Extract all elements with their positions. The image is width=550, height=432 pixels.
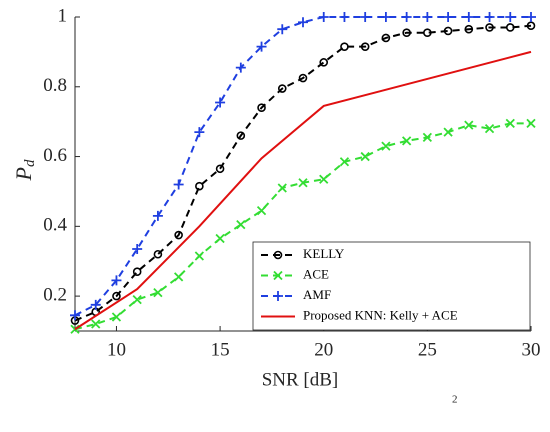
data-point: [360, 151, 370, 162]
y-axis-label-sub: d: [22, 159, 38, 167]
data-point: [298, 17, 308, 28]
data-point: [298, 178, 308, 188]
data-point: [132, 294, 142, 305]
data-point: [111, 312, 122, 322]
data-point: [443, 12, 454, 22]
data-point: [153, 287, 163, 298]
data-point: [526, 12, 536, 22]
data-point: [505, 12, 516, 22]
data-point: [484, 12, 495, 22]
y-tick-label: 0.4: [43, 215, 67, 236]
data-point: [401, 136, 412, 146]
legend-label: AMF: [303, 287, 331, 302]
data-point: [443, 127, 453, 137]
x-tick-label: 20: [314, 339, 333, 360]
data-point: [463, 12, 474, 22]
data-point: [173, 272, 184, 282]
y-axis-label: Pd: [11, 159, 38, 181]
legend: KELLY ACE AMF Proposed KNN: Kelly + ACE: [252, 241, 531, 331]
data-point: [464, 24, 474, 34]
x-axis-label: SNR [dB]: [262, 369, 339, 390]
data-point: [360, 12, 371, 22]
data-point: [236, 131, 246, 140]
data-point: [173, 179, 184, 190]
legend-marker: [273, 250, 283, 260]
y-tick-label: 0.6: [43, 145, 67, 166]
data-point: [90, 299, 101, 310]
data-point: [298, 73, 308, 83]
data-point: [111, 275, 122, 286]
data-point: [153, 249, 163, 259]
data-point: [277, 24, 288, 35]
data-point: [132, 244, 143, 255]
series-line: [74, 24, 532, 322]
data-point: [195, 181, 204, 191]
data-point: [215, 97, 226, 108]
data-point: [464, 120, 474, 130]
legend-box: [252, 241, 531, 331]
data-point: [194, 127, 205, 138]
legend-label: ACE: [303, 266, 329, 281]
data-point: [132, 267, 142, 276]
data-point: [112, 291, 121, 301]
data-point: [257, 103, 266, 113]
y-tick-label: 1: [58, 5, 68, 26]
data-point: [381, 33, 391, 43]
annotation: 2: [452, 394, 458, 406]
x-tick-label: 15: [211, 339, 230, 360]
data-point: [484, 124, 495, 134]
data-point: [380, 12, 391, 22]
data-point: [70, 310, 80, 321]
data-point: [339, 12, 350, 22]
data-point: [215, 164, 225, 174]
data-point: [236, 219, 246, 230]
data-point: [401, 12, 412, 22]
data-point: [235, 62, 246, 73]
data-point: [319, 58, 329, 67]
data-point: [443, 26, 453, 36]
legend-label: KELLY: [303, 246, 345, 261]
data-point: [381, 141, 391, 151]
data-point: [91, 319, 101, 329]
legend-marker: [273, 270, 283, 281]
y-tick-label: 0.2: [43, 284, 67, 305]
data-point: [277, 84, 287, 93]
series-line: [74, 50, 532, 331]
data-point: [340, 42, 349, 51]
data-point: [174, 230, 183, 240]
x-tick-label: 30: [522, 339, 541, 360]
data-point: [422, 132, 433, 143]
legend-label: Proposed KNN: Kelly + ACE: [303, 307, 458, 322]
x-tick-label: 25: [418, 339, 437, 360]
y-axis-label-main: P: [11, 167, 36, 181]
data-point: [319, 174, 329, 184]
data-point: [526, 21, 536, 31]
data-point: [215, 233, 225, 244]
data-point: [339, 157, 350, 167]
data-point: [318, 12, 329, 22]
data-point: [194, 251, 205, 261]
x-tick-label: 10: [107, 339, 126, 360]
data-point: [360, 42, 370, 51]
data-point: [505, 23, 515, 32]
data-point: [277, 183, 287, 193]
data-point: [256, 41, 267, 52]
data-point: [505, 118, 515, 129]
series-line: [74, 16, 531, 317]
data-point: [152, 210, 163, 221]
data-point: [526, 118, 536, 129]
data-point: [402, 28, 411, 38]
data-point: [422, 12, 433, 22]
data-point: [423, 28, 432, 38]
y-tick-label: 0.8: [43, 75, 67, 96]
data-point: [485, 23, 494, 32]
data-point: [256, 205, 267, 216]
legend-marker: [273, 291, 283, 301]
